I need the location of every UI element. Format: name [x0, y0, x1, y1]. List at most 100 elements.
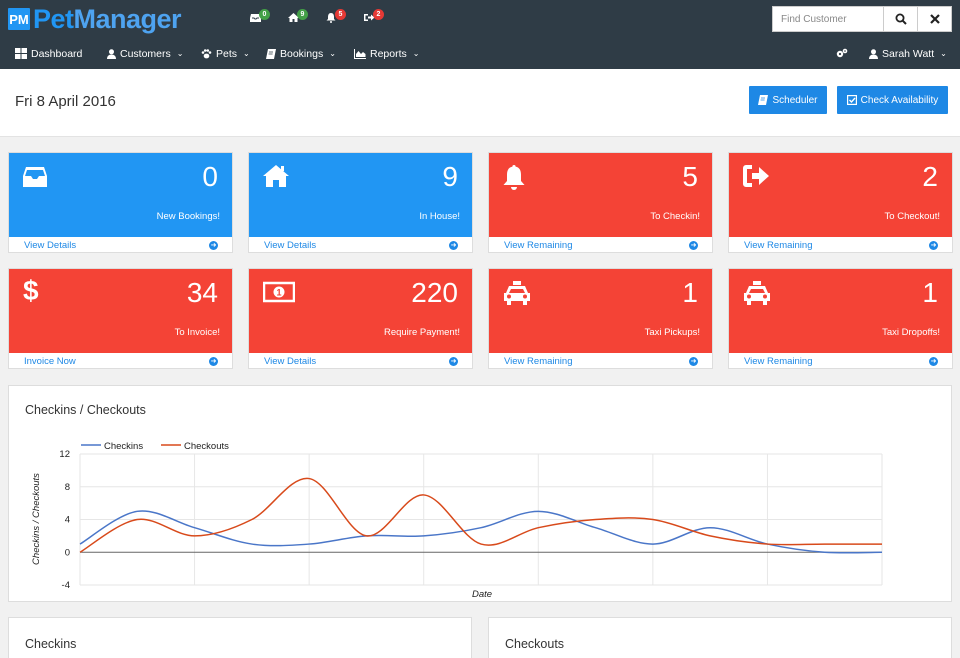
x-axis-label: Date — [472, 589, 492, 600]
checkouts-panel-title: Checkouts — [505, 637, 565, 651]
checkins-panel-title: Checkins — [25, 637, 77, 651]
arrow-circle-right-icon: ➜ — [929, 240, 938, 250]
area-chart-icon — [354, 48, 366, 59]
tile-link[interactable]: View Remaining ➜ — [729, 353, 952, 369]
tile-link[interactable]: View Details ➜ — [249, 353, 472, 369]
user-menu[interactable]: Sarah Watt ⌄ — [869, 38, 947, 69]
tile-link[interactable]: Invoice Now ➜ — [9, 353, 232, 369]
customer-search — [772, 6, 952, 32]
tile-value: 2 — [922, 161, 938, 192]
tile-link[interactable]: View Details ➜ — [9, 237, 232, 253]
arrow-circle-right-icon: ➜ — [449, 240, 458, 250]
notification-checkout[interactable]: 2 — [364, 9, 388, 27]
check-availability-label: Check Availability — [860, 94, 939, 106]
book-icon — [266, 48, 276, 59]
app-logo[interactable]: PM Pet Manager — [8, 4, 182, 34]
arrow-circle-right-icon: ➜ — [929, 356, 938, 366]
nav-customers[interactable]: Customers ⌄ — [107, 38, 183, 69]
top-bar: PM Pet Manager 0 9 5 2 — [0, 0, 960, 38]
tile-link[interactable]: View Remaining ➜ — [489, 237, 712, 253]
chevron-down-icon: ⌄ — [940, 49, 947, 58]
tile-value: 9 — [442, 161, 458, 192]
tile-link[interactable]: View Remaining ➜ — [729, 237, 952, 253]
home-icon — [288, 13, 299, 25]
tile-link-label: View Details — [24, 239, 77, 251]
checkins-checkouts-panel: Checkins / Checkouts 12 8 4 0 -4 Checkins Ch… — [8, 385, 952, 602]
tile-link-label: View Remaining — [504, 239, 573, 251]
close-icon — [929, 14, 940, 24]
chart-panel-title: Checkins / Checkouts — [25, 403, 146, 417]
notification-new-bookings[interactable]: 0 — [250, 9, 274, 27]
tile-value: 1 — [682, 277, 698, 308]
arrow-circle-right-icon: ➜ — [209, 240, 218, 250]
tile-link[interactable]: View Remaining ➜ — [489, 353, 712, 369]
user-name: Sarah Watt — [882, 47, 935, 60]
tile-link-label: Invoice Now — [24, 355, 76, 367]
notification-in-house[interactable]: 9 — [288, 9, 312, 27]
nav-pets-label: Pets — [216, 47, 238, 60]
search-icon — [895, 13, 907, 25]
logo-pet-text: Pet — [33, 4, 74, 34]
nav-reports[interactable]: Reports ⌄ — [354, 38, 419, 69]
page-date: Fri 8 April 2016 — [15, 93, 116, 110]
scheduler-label: Scheduler — [772, 94, 818, 106]
tile-to-checkout: 2 To Checkout! View Remaining ➜ — [728, 152, 953, 253]
search-button[interactable] — [884, 6, 918, 32]
y-tick-label: 0 — [65, 547, 70, 558]
y-tick-label: 8 — [65, 482, 70, 493]
nav-bookings[interactable]: Bookings ⌄ — [266, 38, 336, 69]
bell-icon — [503, 165, 525, 197]
sign-out-icon — [743, 165, 769, 193]
nav-reports-label: Reports — [370, 47, 407, 60]
money-icon: 1 — [262, 281, 296, 309]
arrow-circle-right-icon: ➜ — [689, 356, 698, 366]
logo-badge: PM — [8, 8, 30, 30]
dollar-icon: $ — [23, 275, 39, 306]
legend-label-checkouts: Checkouts — [184, 441, 229, 452]
tile-link-label: View Remaining — [504, 355, 573, 367]
arrow-circle-right-icon: ➜ — [449, 356, 458, 366]
arrow-circle-right-icon: ➜ — [689, 240, 698, 250]
tile-label: To Checkin! — [650, 211, 700, 222]
arrow-circle-right-icon: ➜ — [209, 356, 218, 366]
tile-label: To Checkout! — [884, 211, 940, 222]
tile-link[interactable]: View Details ➜ — [249, 237, 472, 253]
nav-dashboard[interactable]: Dashboard — [15, 38, 82, 69]
inbox-icon — [23, 165, 47, 193]
nav-pets[interactable]: Pets ⌄ — [201, 38, 250, 69]
tile-label: New Bookings! — [156, 211, 220, 222]
checkins-checkouts-chart: 12 8 4 0 -4 Checkins Checkouts Date Checkins… — [31, 441, 883, 600]
checkins-panel: Checkins — [8, 617, 472, 658]
y-axis-label: Checkins / Checkouts — [31, 473, 42, 565]
tile-in-house: 9 In House! View Details ➜ — [248, 152, 473, 253]
nav-dashboard-label: Dashboard — [31, 47, 83, 60]
notification-checkin[interactable]: 5 — [326, 9, 350, 27]
user-icon — [869, 48, 878, 59]
gears-icon — [836, 48, 848, 58]
y-tick-label: 12 — [59, 449, 70, 460]
clear-search-button[interactable] — [918, 6, 952, 32]
tile-value: 34 — [186, 277, 218, 308]
y-tick-label: -4 — [62, 580, 70, 591]
tile-label: In House! — [419, 211, 460, 222]
tile-link-label: View Remaining — [744, 239, 813, 251]
checkouts-panel: Checkouts — [488, 617, 952, 658]
scheduler-button[interactable]: Scheduler — [749, 86, 827, 114]
tile-to-invoice: $ 34 To Invoice! Invoice Now ➜ — [8, 268, 233, 369]
series-line-checkouts — [79, 477, 882, 553]
y-tick-label: 4 — [65, 515, 70, 526]
tile-label: Taxi Pickups! — [644, 327, 700, 338]
check-availability-button[interactable]: Check Availability — [837, 86, 948, 114]
search-input[interactable] — [772, 6, 884, 32]
tile-taxi-dropoffs: 1 Taxi Dropoffs! View Remaining ➜ — [728, 268, 953, 369]
tile-link-label: View Details — [264, 355, 317, 367]
sign-out-icon — [364, 13, 375, 25]
logo-manager-text: Manager — [73, 4, 182, 34]
taxi-icon — [743, 281, 771, 311]
tile-value: 0 — [202, 161, 218, 192]
settings-button[interactable] — [836, 38, 848, 69]
page-header: Fri 8 April 2016 Scheduler Check Availab… — [0, 69, 960, 137]
notification-badge: 2 — [373, 9, 384, 20]
svg-text:1: 1 — [276, 288, 281, 298]
notification-badge: 9 — [297, 9, 308, 20]
